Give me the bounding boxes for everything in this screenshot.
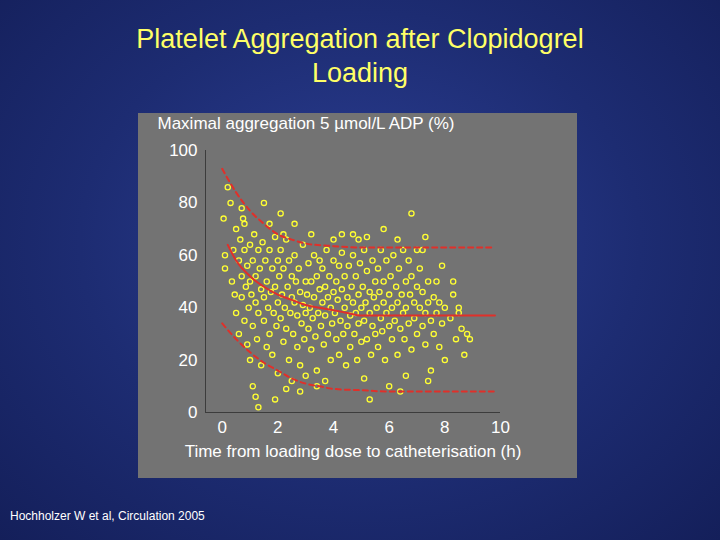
svg-text:8: 8 bbox=[440, 418, 449, 437]
svg-text:60: 60 bbox=[179, 246, 198, 265]
svg-text:20: 20 bbox=[179, 351, 198, 370]
svg-text:80: 80 bbox=[179, 193, 198, 212]
svg-text:10: 10 bbox=[491, 418, 510, 437]
svg-text:Time from loading dose to cath: Time from loading dose to catheterisatio… bbox=[185, 442, 522, 461]
svg-text:4: 4 bbox=[329, 418, 338, 437]
svg-text:0: 0 bbox=[188, 403, 197, 422]
svg-text:40: 40 bbox=[179, 298, 198, 317]
html-text:Hochholzer W et al, Circulatio: Hochholzer W et al, Circulation 2005 bbox=[10, 509, 205, 523]
svg-text:2: 2 bbox=[273, 418, 282, 437]
svg-text:100: 100 bbox=[169, 141, 197, 160]
html-text:Platelet Aggregation after Clo: Platelet Aggregation after Clopidogrel L… bbox=[136, 24, 584, 88]
svg-text:Maximal aggregation 5 µmol/L A: Maximal aggregation 5 µmol/L ADP (%) bbox=[158, 114, 455, 133]
svg-text:0: 0 bbox=[217, 418, 226, 437]
svg-text:6: 6 bbox=[384, 418, 393, 437]
